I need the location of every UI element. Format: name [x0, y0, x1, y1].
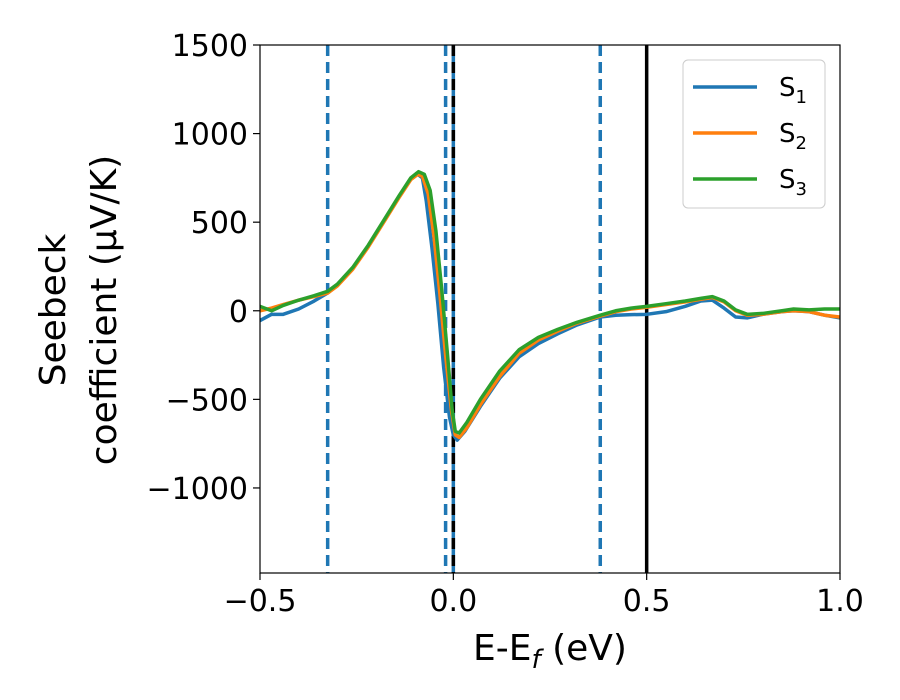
y-axis-label: Seebeck coefficient (μV/K)	[33, 155, 125, 465]
y-tick-label: 1000	[172, 118, 248, 153]
y-axis-label-line2: coefficient (μV/K)	[84, 155, 125, 465]
x-tick-label: 0.5	[623, 584, 671, 619]
y-axis-label-line1: Seebeck	[33, 233, 74, 386]
y-tick-label: −500	[166, 383, 248, 418]
x-axis-label: E-Ef (eV)	[473, 628, 627, 675]
y-tick-label: 1500	[172, 29, 248, 64]
y-tick-label: 500	[191, 206, 248, 241]
axes-frame	[259, 44, 841, 574]
y-tick-label: 0	[229, 295, 248, 330]
legend: S1 S2 S3	[682, 59, 826, 209]
series-line-s3	[260, 169, 840, 435]
x-axis-ticks: −0.5 0.0 0.5 1.0	[224, 573, 864, 619]
y-axis-ticks: 1500 1000 500 0 −500 −1000	[147, 29, 260, 507]
x-tick-label: −0.5	[224, 584, 297, 619]
series-group	[260, 169, 840, 442]
x-tick-label: 1.0	[816, 584, 864, 619]
reference-lines-group	[325, 45, 649, 573]
legend-label-s2: S2	[779, 119, 807, 154]
legend-label-s1: S1	[779, 73, 807, 108]
y-tick-label: −1000	[147, 472, 248, 507]
legend-label-s3: S3	[779, 165, 807, 200]
x-tick-label: 0.0	[429, 584, 477, 619]
